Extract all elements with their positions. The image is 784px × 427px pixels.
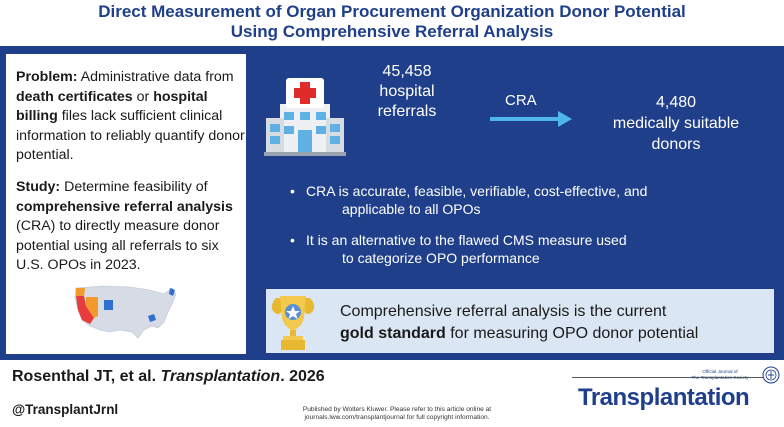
study-label: Study: — [16, 179, 61, 195]
finding-1-line-2: applicable to all OPOs — [342, 201, 481, 217]
citation-authors: Rosenthal JT, et al. — [12, 368, 161, 385]
problem-term-death-certificates: death certificates — [16, 88, 133, 105]
conclusion-box — [266, 289, 774, 353]
us-map-icon — [74, 285, 177, 339]
finding-item: • CRA is accurate, feasible, verifiable,… — [290, 182, 760, 218]
hospital-label-1: hospital — [379, 83, 435, 100]
finding-2-line-1: It is an alternative to the flawed CMS m… — [306, 232, 627, 248]
bullet-dot: • — [290, 183, 295, 199]
journal-divider — [572, 377, 772, 378]
title-line-1: Direct Measurement of Organ Procurement … — [98, 2, 686, 21]
summary-panel: Problem: Administrative data from death … — [6, 54, 246, 354]
publisher-notice: Published by Wolters Kluwer. Please refe… — [262, 406, 532, 423]
donor-count: 4,480 — [655, 94, 697, 111]
finding-item: • It is an alternative to the flawed CMS… — [290, 231, 760, 267]
finding-1-line-1: CRA is accurate, feasible, verifiable, c… — [306, 183, 648, 199]
citation-journal: Transplantation — [160, 368, 281, 385]
journal-society-note: Official Journal of The Transplantation … — [680, 369, 760, 380]
citation-year: . 2026 — [280, 368, 325, 385]
problem-label: Problem: — [16, 69, 78, 85]
infographic-title: Direct Measurement of Organ Procurement … — [0, 2, 784, 42]
study-text-a: Determine feasibility of — [60, 179, 208, 195]
bullet-dot: • — [290, 232, 295, 248]
title-line-2: Using Comprehensive Referral Analysis — [230, 22, 554, 41]
citation: Rosenthal JT, et al. Transplantation. 20… — [12, 368, 325, 386]
finding-2-line-2: to categorize OPO performance — [342, 250, 540, 266]
journal-small-line-1: Official Journal of — [702, 369, 738, 374]
twitter-handle: @TransplantJrnl — [12, 402, 119, 417]
study-paragraph: Study: Determine feasibility of comprehe… — [16, 178, 246, 276]
problem-paragraph: Problem: Administrative data from death … — [16, 68, 246, 166]
hospital-label-2: referrals — [377, 103, 437, 120]
publisher-line-2: journals.lww.com/transplantjournal for f… — [304, 414, 490, 422]
conclusion-line-2: gold standard for measuring OPO donor po… — [340, 323, 698, 345]
conclusion-line-1: Comprehensive referral analysis is the c… — [340, 303, 667, 320]
cra-method-label: CRA — [505, 92, 537, 109]
donor-label-1: medically suitable — [612, 115, 740, 132]
conclusion-gold-standard: gold standard — [340, 325, 446, 342]
findings-list: • CRA is accurate, feasible, verifiable,… — [290, 182, 760, 280]
hospital-icon — [264, 78, 346, 156]
study-text-b: (CRA) to directly measure donor potentia… — [16, 218, 220, 274]
hospital-count: 45,458 — [382, 63, 432, 80]
medically-suitable-donors: 4,480 medically suitable donors — [606, 92, 746, 155]
trophy-icon — [271, 296, 315, 350]
problem-text-c: files lack sufficient clinical informati… — [16, 108, 245, 164]
journal-seal-icon — [762, 366, 780, 384]
publisher-line-1: Published by Wolters Kluwer. Please refe… — [302, 406, 492, 413]
problem-term-hospital-billing: hospital billing — [16, 88, 208, 125]
donor-label-2: donors — [651, 136, 701, 153]
problem-text-a: Administrative data from — [77, 69, 234, 85]
conclusion-text: Comprehensive referral analysis is the c… — [340, 301, 698, 345]
hospital-referrals: 45,458 hospital referrals — [352, 62, 462, 122]
study-term-cra: comprehensive referral analysis — [16, 198, 233, 215]
conclusion-line-2-rest: for measuring OPO donor potential — [445, 325, 699, 342]
right-arrow-icon — [490, 111, 572, 127]
problem-text-b: or — [132, 88, 154, 105]
journal-logo: Transplantation — [578, 384, 750, 411]
